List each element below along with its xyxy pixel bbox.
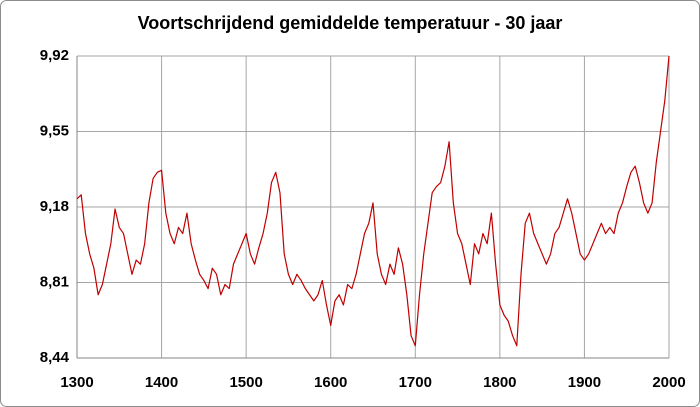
- chart-title: Voortschrijdend gemiddelde temperatuur -…: [138, 13, 563, 33]
- x-tick-label: 1400: [145, 374, 178, 391]
- y-tick-label: 9,55: [40, 122, 69, 139]
- y-tick-label: 8,81: [40, 273, 69, 290]
- data-line: [76, 55, 670, 347]
- x-tick-label: 1500: [229, 374, 262, 391]
- x-tick-label: 1300: [60, 374, 93, 391]
- x-tick-label: 1900: [568, 374, 601, 391]
- y-tick-label: 8,44: [40, 349, 70, 366]
- y-tick-label: 9,18: [40, 198, 69, 215]
- y-tick-label: 9,92: [40, 47, 69, 64]
- x-tick-label: 1600: [314, 374, 347, 391]
- x-tick-label: 2000: [652, 374, 685, 391]
- x-tick-label: 1700: [399, 374, 432, 391]
- x-tick-label: 1800: [483, 374, 516, 391]
